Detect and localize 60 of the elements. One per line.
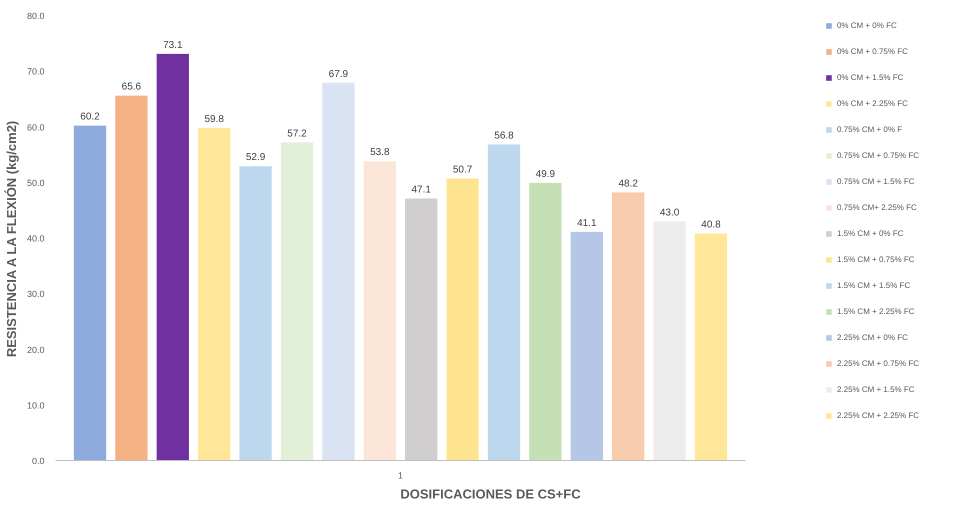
legend-label: 1.5% CM + 0% FC	[836, 229, 904, 238]
y-tick-label: 60.0	[26, 122, 45, 132]
legend-label: 0% CM + 0% FC	[836, 21, 897, 30]
data-label: 52.9	[246, 152, 266, 164]
legend-label: 0% CM + 0.75% FC	[836, 47, 908, 56]
y-tick-label: 30.0	[26, 289, 45, 300]
legend-label: 1.5% CM + 0.75% FC	[836, 255, 915, 264]
bar	[280, 142, 314, 460]
legend-label: 2.25% CM + 0% FC	[836, 333, 908, 342]
legend-label: 0.75% CM + 0.75% FC	[836, 151, 919, 160]
data-label: 73.1	[163, 40, 183, 51]
y-axis-title: RESISTENCIA A LA FLEXIÓN (kg/cm2)	[4, 120, 19, 358]
bar	[405, 198, 438, 460]
data-label: 48.2	[618, 178, 638, 190]
data-label: 49.9	[536, 168, 556, 180]
bar	[322, 82, 355, 460]
bar	[446, 178, 479, 460]
bar	[239, 166, 272, 460]
data-label: 43.0	[660, 207, 680, 218]
legend-label: 1.5% CM + 1.5% FC	[836, 281, 910, 290]
y-tick-label: 10.0	[26, 400, 45, 410]
data-label: 56.8	[494, 130, 514, 142]
y-tick-label: 80.0	[26, 11, 45, 21]
bar	[529, 182, 562, 460]
data-label: 47.1	[411, 184, 432, 196]
legend-label: 1.5% CM + 2.25% FC	[836, 307, 915, 316]
bar	[115, 96, 148, 460]
legend-label: 0.75% CM+ 2.25% FC	[836, 203, 917, 212]
legend-label: 2.25% CM + 1.5% FC	[836, 385, 915, 394]
y-tick-label: 20.0	[26, 344, 45, 355]
x-tick-label: 1	[398, 470, 404, 480]
bar	[612, 192, 644, 460]
x-axis-title: DOSIFICACIONES DE CS+FC	[400, 486, 582, 502]
y-tick-label: 40.0	[26, 234, 45, 244]
legend-label: 2.25% CM + 2.25% FC	[836, 411, 919, 420]
data-label: 41.1	[577, 218, 597, 229]
bar	[694, 234, 728, 460]
data-label: 65.6	[122, 82, 142, 93]
bar	[570, 232, 603, 460]
legend-label: 0% CM + 1.5% FC	[836, 73, 904, 82]
data-label: 40.8	[701, 220, 722, 231]
legend-label: 0.75% CM + 0% F	[836, 125, 902, 134]
data-label: 60.2	[80, 112, 100, 123]
bar	[156, 54, 189, 460]
legend-label: 0% CM + 2.25% FC	[836, 99, 908, 108]
bar	[74, 126, 106, 460]
data-label: 59.8	[204, 114, 224, 125]
legend-label: 0.75% CM + 1.5% FC	[836, 177, 915, 186]
data-label: 50.7	[452, 164, 473, 176]
y-tick-label: 0.0	[32, 456, 45, 466]
data-label: 53.8	[370, 147, 390, 158]
legend-label: 2.25% CM + 0.75% FC	[836, 359, 919, 368]
y-tick-label: 70.0	[26, 66, 45, 77]
bar	[364, 161, 396, 460]
bar	[198, 128, 230, 460]
y-tick-label: 50.0	[26, 178, 45, 188]
data-label: 67.9	[328, 68, 349, 80]
data-label: 57.2	[287, 128, 308, 140]
bar	[653, 221, 686, 460]
bar	[488, 144, 520, 460]
